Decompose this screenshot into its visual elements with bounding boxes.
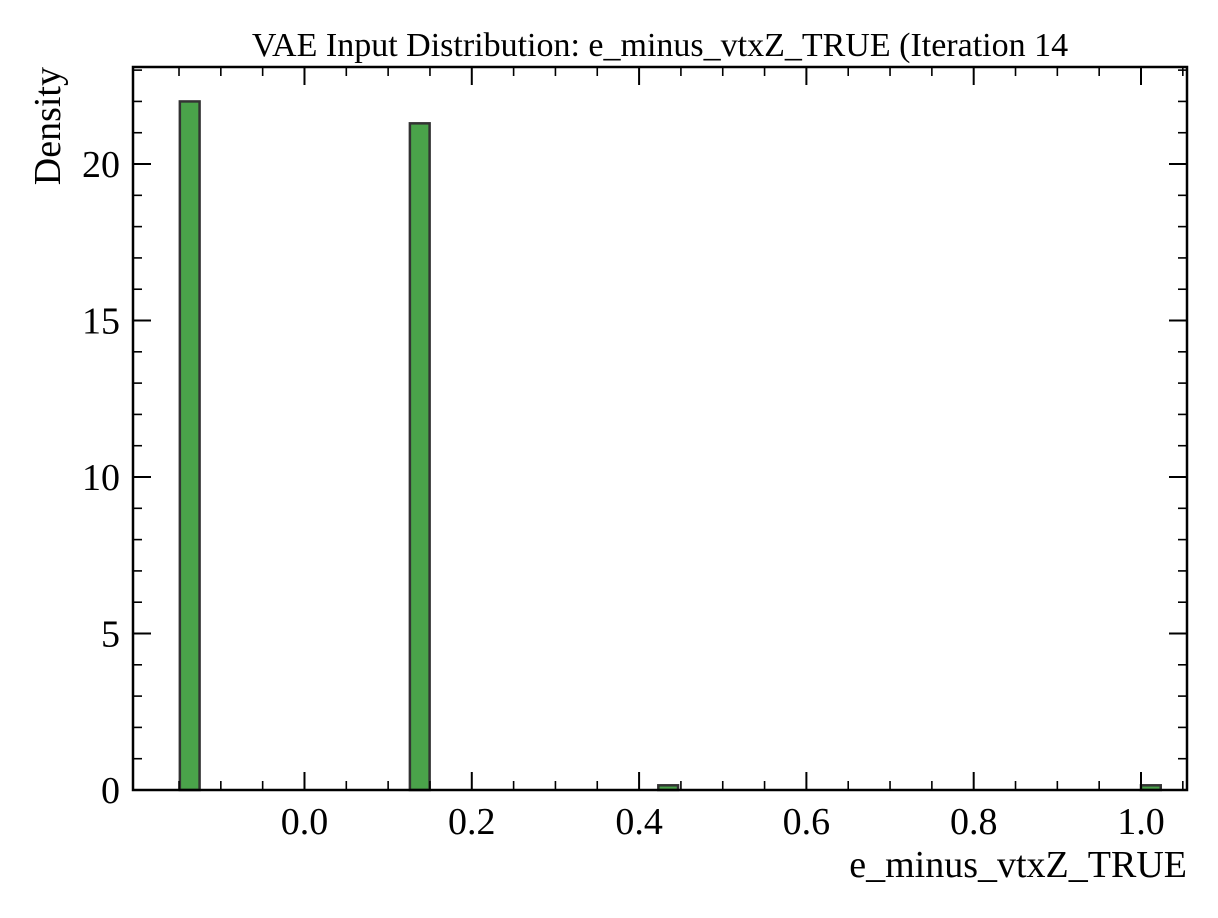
chart-title: VAE Input Distribution: e_minus_vtxZ_TRU… <box>252 27 1068 64</box>
histogram-bar-1 <box>178 100 201 792</box>
y-tick-label: 0 <box>101 770 120 812</box>
x-tick-label: 0.0 <box>281 801 329 843</box>
x-tick-label: 1.0 <box>1117 801 1165 843</box>
x-tick-label: 0.6 <box>783 801 831 843</box>
histogram-bar-2 <box>408 122 431 792</box>
y-tick-label: 10 <box>82 457 120 499</box>
x-axis-label: e_minus_vtxZ_TRUE <box>849 844 1187 886</box>
bars-group <box>178 100 1162 792</box>
y-tick-label: 5 <box>101 614 120 656</box>
x-tick-label: 0.8 <box>950 801 998 843</box>
x-tick-label: 0.2 <box>448 801 496 843</box>
ticks-group: 0.0 0.2 0.4 0.6 0.8 1.0 0 5 10 15 20 <box>82 67 1187 843</box>
y-tick-label: 20 <box>82 144 120 186</box>
y-axis-label: Density <box>27 67 69 185</box>
x-tick-label: 0.4 <box>615 801 663 843</box>
y-tick-label: 15 <box>82 301 120 343</box>
plot-frame <box>131 65 1189 792</box>
